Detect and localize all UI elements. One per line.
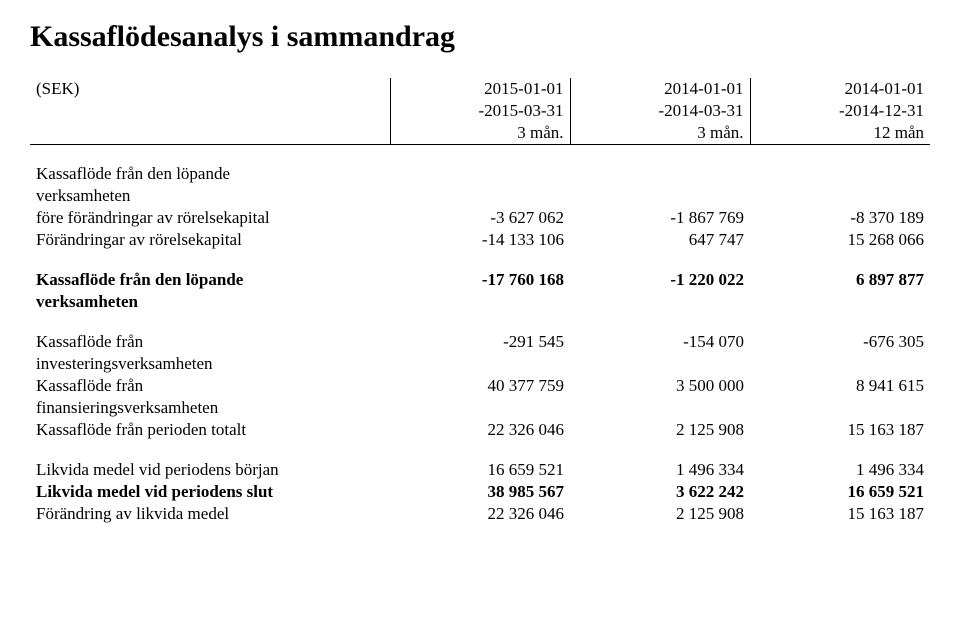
header-col1: 3 mån. bbox=[390, 122, 570, 145]
header-col3: 2014-01-01 bbox=[750, 78, 930, 100]
header-label bbox=[30, 122, 390, 145]
cell-value: 8 941 615 bbox=[750, 375, 930, 397]
table-row: Kassaflöde från den löpande bbox=[30, 163, 930, 185]
header-col1: -2015-03-31 bbox=[390, 100, 570, 122]
cell-label: före förändringar av rörelsekapital bbox=[30, 207, 390, 229]
spacer-row bbox=[30, 313, 930, 331]
cell-value: 6 897 877 bbox=[750, 269, 930, 291]
cell-value: -1 220 022 bbox=[570, 269, 750, 291]
table-row: Kassaflöde från -291 545 -154 070 -676 3… bbox=[30, 331, 930, 353]
spacer-row bbox=[30, 441, 930, 459]
cell-label: verksamheten bbox=[30, 291, 390, 313]
cell-value bbox=[750, 291, 930, 313]
table-header-row: -2015-03-31 -2014-03-31 -2014-12-31 bbox=[30, 100, 930, 122]
table-row: Likvida medel vid periodens början 16 65… bbox=[30, 459, 930, 481]
cell-value bbox=[570, 291, 750, 313]
cell-value: 22 326 046 bbox=[390, 419, 570, 441]
cell-value: 16 659 521 bbox=[750, 481, 930, 503]
cell-value: 647 747 bbox=[570, 229, 750, 251]
cashflow-table: (SEK) 2015-01-01 2014-01-01 2014-01-01 -… bbox=[30, 78, 930, 525]
cell-label: Förändring av likvida medel bbox=[30, 503, 390, 525]
spacer-row bbox=[30, 251, 930, 269]
cell-value: -14 133 106 bbox=[390, 229, 570, 251]
header-label bbox=[30, 100, 390, 122]
cell-value: 22 326 046 bbox=[390, 503, 570, 525]
cell-value bbox=[750, 353, 930, 375]
cell-value: 1 496 334 bbox=[570, 459, 750, 481]
cell-value bbox=[390, 291, 570, 313]
table-row: Förändringar av rörelsekapital -14 133 1… bbox=[30, 229, 930, 251]
header-col3: 12 mån bbox=[750, 122, 930, 145]
cell-value: 3 622 242 bbox=[570, 481, 750, 503]
cell-label: Kassaflöde från den löpande bbox=[30, 163, 390, 185]
cell-value: 2 125 908 bbox=[570, 419, 750, 441]
cell-value: -1 867 769 bbox=[570, 207, 750, 229]
cell-value bbox=[390, 353, 570, 375]
table-row: finansieringsverksamheten bbox=[30, 397, 930, 419]
cell-value: 15 163 187 bbox=[750, 419, 930, 441]
cell-label: Kassaflöde från bbox=[30, 375, 390, 397]
cell-label: verksamheten bbox=[30, 185, 390, 207]
cell-value bbox=[570, 163, 750, 185]
cell-label: Likvida medel vid periodens början bbox=[30, 459, 390, 481]
cell-value bbox=[390, 397, 570, 419]
cell-value bbox=[390, 163, 570, 185]
header-col2: 2014-01-01 bbox=[570, 78, 750, 100]
cell-value bbox=[750, 185, 930, 207]
header-col3: -2014-12-31 bbox=[750, 100, 930, 122]
table-row: före förändringar av rörelsekapital -3 6… bbox=[30, 207, 930, 229]
cell-label: Kassaflöde från bbox=[30, 331, 390, 353]
header-col1: 2015-01-01 bbox=[390, 78, 570, 100]
cell-value: 15 163 187 bbox=[750, 503, 930, 525]
table-row: verksamheten bbox=[30, 185, 930, 207]
cell-label: Förändringar av rörelsekapital bbox=[30, 229, 390, 251]
header-label: (SEK) bbox=[30, 78, 390, 100]
cell-value bbox=[750, 163, 930, 185]
cell-value bbox=[750, 397, 930, 419]
cell-value: -291 545 bbox=[390, 331, 570, 353]
table-row: Förändring av likvida medel 22 326 046 2… bbox=[30, 503, 930, 525]
cell-value: -3 627 062 bbox=[390, 207, 570, 229]
cell-label: Likvida medel vid periodens slut bbox=[30, 481, 390, 503]
cell-value: -676 305 bbox=[750, 331, 930, 353]
cell-value bbox=[570, 353, 750, 375]
cell-label: finansieringsverksamheten bbox=[30, 397, 390, 419]
page-title: Kassaflödesanalys i sammandrag bbox=[30, 20, 930, 54]
cell-value: 16 659 521 bbox=[390, 459, 570, 481]
table-row: verksamheten bbox=[30, 291, 930, 313]
cell-value bbox=[570, 185, 750, 207]
cell-value: 15 268 066 bbox=[750, 229, 930, 251]
cell-value: 1 496 334 bbox=[750, 459, 930, 481]
header-col2: -2014-03-31 bbox=[570, 100, 750, 122]
cell-value: 40 377 759 bbox=[390, 375, 570, 397]
cell-value: -17 760 168 bbox=[390, 269, 570, 291]
cell-value bbox=[570, 397, 750, 419]
cell-value: 3 500 000 bbox=[570, 375, 750, 397]
table-row: Kassaflöde från 40 377 759 3 500 000 8 9… bbox=[30, 375, 930, 397]
cell-value: 38 985 567 bbox=[390, 481, 570, 503]
table-header-row: (SEK) 2015-01-01 2014-01-01 2014-01-01 bbox=[30, 78, 930, 100]
table-row: investeringsverksamheten bbox=[30, 353, 930, 375]
cell-label: Kassaflöde från den löpande bbox=[30, 269, 390, 291]
cell-value bbox=[390, 185, 570, 207]
table-header-row: 3 mån. 3 mån. 12 mån bbox=[30, 122, 930, 145]
table-row: Kassaflöde från den löpande -17 760 168 … bbox=[30, 269, 930, 291]
header-col2: 3 mån. bbox=[570, 122, 750, 145]
cell-value: 2 125 908 bbox=[570, 503, 750, 525]
cell-value: -154 070 bbox=[570, 331, 750, 353]
cell-label: investeringsverksamheten bbox=[30, 353, 390, 375]
table-row: Likvida medel vid periodens slut 38 985 … bbox=[30, 481, 930, 503]
cell-value: -8 370 189 bbox=[750, 207, 930, 229]
cell-label: Kassaflöde från perioden totalt bbox=[30, 419, 390, 441]
spacer-row bbox=[30, 145, 930, 164]
table-row: Kassaflöde från perioden totalt 22 326 0… bbox=[30, 419, 930, 441]
